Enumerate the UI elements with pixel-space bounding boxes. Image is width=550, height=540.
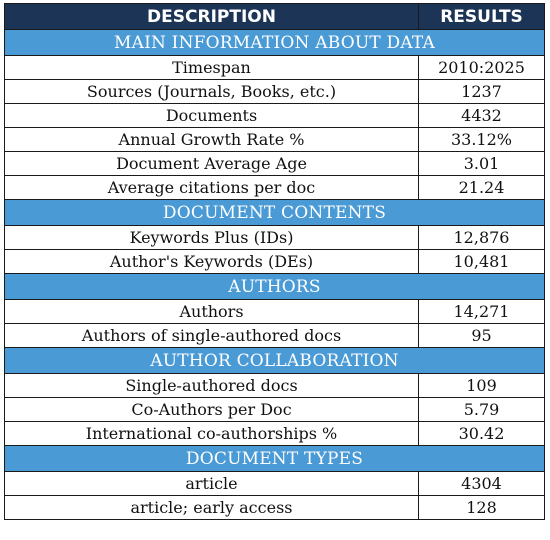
row-result: 1237 (418, 79, 545, 104)
table-row: Keywords Plus (IDs) 12,876 (4, 225, 545, 250)
table-body: MAIN INFORMATION ABOUT DATA Timespan 2010:… (4, 29, 545, 520)
row-description: Annual Growth Rate % (4, 127, 419, 152)
row-result: 2010:2025 (418, 55, 545, 80)
table-row: Timespan 2010:2025 (4, 55, 545, 80)
table-row: Co-Authors per Doc 5.79 (4, 397, 545, 422)
row-result: 21.24 (418, 175, 545, 200)
row-description: article (4, 471, 419, 496)
section-title: MAIN INFORMATION ABOUT DATA (4, 29, 545, 56)
row-description: International co-authorships % (4, 421, 419, 446)
section-header-row: AUTHOR COLLABORATION (4, 347, 545, 374)
row-result: 4432 (418, 103, 545, 128)
table-row: Authors of single-authored docs 95 (4, 323, 545, 348)
row-description: Authors of single-authored docs (4, 323, 419, 348)
table-row: Author's Keywords (DEs) 10,481 (4, 249, 545, 274)
row-description: Keywords Plus (IDs) (4, 225, 419, 250)
section-header-row: AUTHORS (4, 273, 545, 300)
section-title: AUTHORS (4, 273, 545, 300)
row-result: 5.79 (418, 397, 545, 422)
summary-table: DESCRIPTION RESULTS MAIN INFORMATION ABO… (4, 3, 545, 520)
header-description: DESCRIPTION (4, 3, 419, 30)
row-result: 3.01 (418, 151, 545, 176)
row-description: Average citations per doc (4, 175, 419, 200)
row-result: 12,876 (418, 225, 545, 250)
table-row: article; early access 128 (4, 495, 545, 520)
section-header-row: DOCUMENT CONTENTS (4, 199, 545, 226)
row-result: 95 (418, 323, 545, 348)
row-result: 14,271 (418, 299, 545, 324)
table-row: article 4304 (4, 471, 545, 496)
table-row: Average citations per doc 21.24 (4, 175, 545, 200)
row-description: Documents (4, 103, 419, 128)
row-description: article; early access (4, 495, 419, 520)
row-description: Document Average Age (4, 151, 419, 176)
row-result: 109 (418, 373, 545, 398)
table-row: Single-authored docs 109 (4, 373, 545, 398)
table-row: Annual Growth Rate % 33.12% (4, 127, 545, 152)
row-description: Single-authored docs (4, 373, 419, 398)
table-row: Authors 14,271 (4, 299, 545, 324)
table-row: Documents 4432 (4, 103, 545, 128)
header-row: DESCRIPTION RESULTS (4, 3, 545, 30)
row-description: Author's Keywords (DEs) (4, 249, 419, 274)
row-result: 30.42 (418, 421, 545, 446)
table-row: Sources (Journals, Books, etc.) 1237 (4, 79, 545, 104)
row-result: 4304 (418, 471, 545, 496)
section-title: AUTHOR COLLABORATION (4, 347, 545, 374)
row-description: Co-Authors per Doc (4, 397, 419, 422)
table-row: Document Average Age 3.01 (4, 151, 545, 176)
section-title: DOCUMENT TYPES (4, 445, 545, 472)
section-header-row: DOCUMENT TYPES (4, 445, 545, 472)
section-header-row: MAIN INFORMATION ABOUT DATA (4, 29, 545, 56)
header-results: RESULTS (418, 3, 545, 30)
table-row: International co-authorships % 30.42 (4, 421, 545, 446)
row-description: Authors (4, 299, 419, 324)
row-result: 10,481 (418, 249, 545, 274)
row-result: 33.12% (418, 127, 545, 152)
row-result: 128 (418, 495, 545, 520)
row-description: Sources (Journals, Books, etc.) (4, 79, 419, 104)
section-title: DOCUMENT CONTENTS (4, 199, 545, 226)
row-description: Timespan (4, 55, 419, 80)
